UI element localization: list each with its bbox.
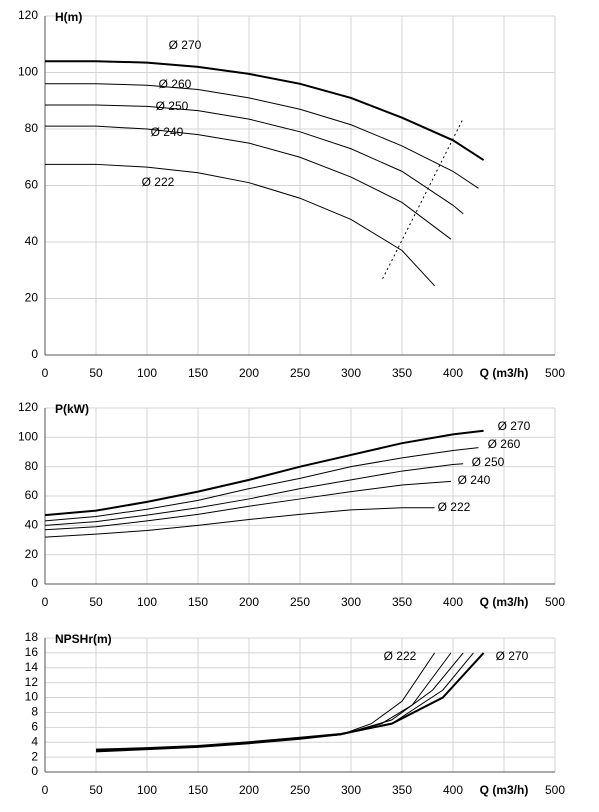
y-tick-label: 14 <box>25 660 39 674</box>
x-axis-label: Q (m3/h) <box>480 595 529 609</box>
y-tick-label: 20 <box>25 547 39 561</box>
y-tick-label: 4 <box>31 734 38 748</box>
y-tick-label: 12 <box>25 675 39 689</box>
curve-label: Ø 260 <box>159 77 192 91</box>
x-tick-label: 250 <box>290 783 310 797</box>
x-tick-label: 500 <box>545 783 565 797</box>
x-tick-label: 250 <box>290 366 310 380</box>
x-tick-label: 350 <box>392 595 412 609</box>
x-tick-label: 500 <box>545 366 565 380</box>
x-tick-label: 300 <box>341 595 361 609</box>
x-tick-label: 400 <box>443 366 463 380</box>
x-tick-label: 200 <box>239 595 259 609</box>
x-tick-label: 100 <box>137 783 157 797</box>
y-tick-label: 8 <box>31 705 38 719</box>
curve-label: Ø 250 <box>472 455 505 469</box>
y-tick-label: 0 <box>31 576 38 590</box>
x-tick-label: 150 <box>188 783 208 797</box>
y-tick-label: 40 <box>25 234 39 248</box>
curve-label: Ø 222 <box>438 500 471 514</box>
x-tick-label: 150 <box>188 366 208 380</box>
x-tick-label: 200 <box>239 783 259 797</box>
curve-label: Ø 222 <box>142 175 175 189</box>
x-tick-label: 100 <box>137 366 157 380</box>
x-tick-label: 350 <box>392 783 412 797</box>
curve <box>44 447 479 522</box>
curve <box>44 429 484 517</box>
curve <box>44 480 451 531</box>
y-tick-label: 20 <box>25 291 39 305</box>
curve-label: Ø 240 <box>458 473 491 487</box>
y-tick-label: 0 <box>31 764 38 778</box>
y-tick-label: 100 <box>18 430 38 444</box>
y-tick-label: 80 <box>25 459 39 473</box>
curve <box>45 60 485 161</box>
y-tick-label: 80 <box>25 121 39 135</box>
curve <box>44 463 464 526</box>
x-tick-label: 0 <box>42 595 49 609</box>
curve <box>382 120 463 279</box>
curve-label: Ø 270 <box>498 419 531 433</box>
curve-label: Ø 270 <box>169 38 202 52</box>
y-tick-label: 16 <box>25 645 39 659</box>
x-axis-label: Q (m3/h) <box>480 366 529 380</box>
y-tick-label: 10 <box>25 690 39 704</box>
x-tick-label: 0 <box>42 366 49 380</box>
y-axis-label: NPSHr(m) <box>55 632 112 646</box>
x-tick-label: 100 <box>137 595 157 609</box>
x-tick-label: 0 <box>42 783 49 797</box>
curve <box>45 104 464 215</box>
y-tick-label: 60 <box>25 178 39 192</box>
x-tick-label: 50 <box>89 595 103 609</box>
x-tick-label: 50 <box>89 366 103 380</box>
y-tick-label: 18 <box>25 630 39 644</box>
x-tick-label: 250 <box>290 595 310 609</box>
x-tick-label: 300 <box>341 783 361 797</box>
curve-label: Ø 250 <box>156 99 189 113</box>
y-tick-label: 6 <box>31 720 38 734</box>
x-tick-label: 400 <box>443 595 463 609</box>
curve <box>44 507 435 538</box>
x-tick-label: 500 <box>545 595 565 609</box>
y-tick-label: 120 <box>18 400 38 414</box>
y-tick-label: 40 <box>25 518 39 532</box>
curve <box>45 83 479 189</box>
y-tick-label: 60 <box>25 488 39 502</box>
curve-label: Ø 270 <box>496 649 529 663</box>
x-tick-label: 50 <box>89 783 103 797</box>
curve-label: Ø 240 <box>151 125 184 139</box>
curve <box>95 652 485 751</box>
curve <box>45 163 436 287</box>
x-tick-label: 400 <box>443 783 463 797</box>
x-tick-label: 300 <box>341 366 361 380</box>
x-tick-label: 350 <box>392 366 412 380</box>
x-tick-label: 150 <box>188 595 208 609</box>
y-tick-label: 120 <box>18 8 38 22</box>
curve-label: Ø 260 <box>488 437 521 451</box>
y-axis-label: H(m) <box>55 10 82 24</box>
y-axis-label: P(kW) <box>55 402 89 416</box>
curve <box>45 125 452 240</box>
x-axis-label: Q (m3/h) <box>480 783 529 797</box>
y-tick-label: 100 <box>18 65 38 79</box>
y-tick-label: 2 <box>31 749 38 763</box>
x-tick-label: 200 <box>239 366 259 380</box>
curve-label: Ø 222 <box>384 649 417 663</box>
y-tick-label: 0 <box>31 347 38 361</box>
